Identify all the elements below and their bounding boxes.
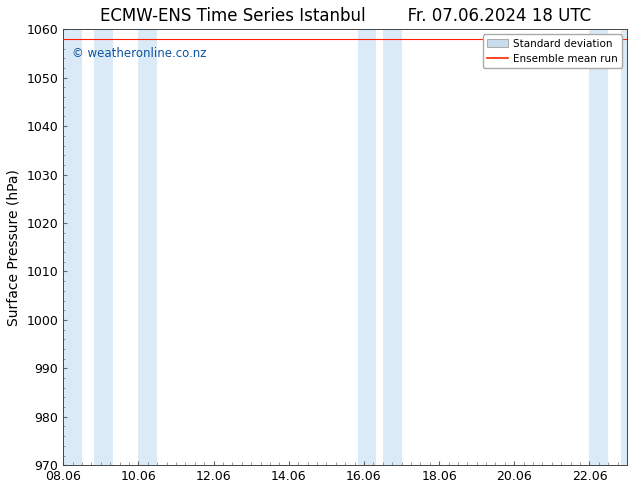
Bar: [590, 29, 608, 465]
Text: © weatheronline.co.nz: © weatheronline.co.nz: [72, 47, 206, 60]
Bar: [138, 29, 157, 465]
Title: ECMW-ENS Time Series Istanbul        Fr. 07.06.2024 18 UTC: ECMW-ENS Time Series Istanbul Fr. 07.06.…: [100, 7, 591, 25]
Bar: [63, 29, 82, 465]
Legend: Standard deviation, Ensemble mean run: Standard deviation, Ensemble mean run: [482, 34, 622, 68]
Bar: [621, 29, 627, 465]
Bar: [94, 29, 113, 465]
Y-axis label: Surface Pressure (hPa): Surface Pressure (hPa): [7, 169, 21, 326]
Bar: [383, 29, 401, 465]
Bar: [358, 29, 377, 465]
